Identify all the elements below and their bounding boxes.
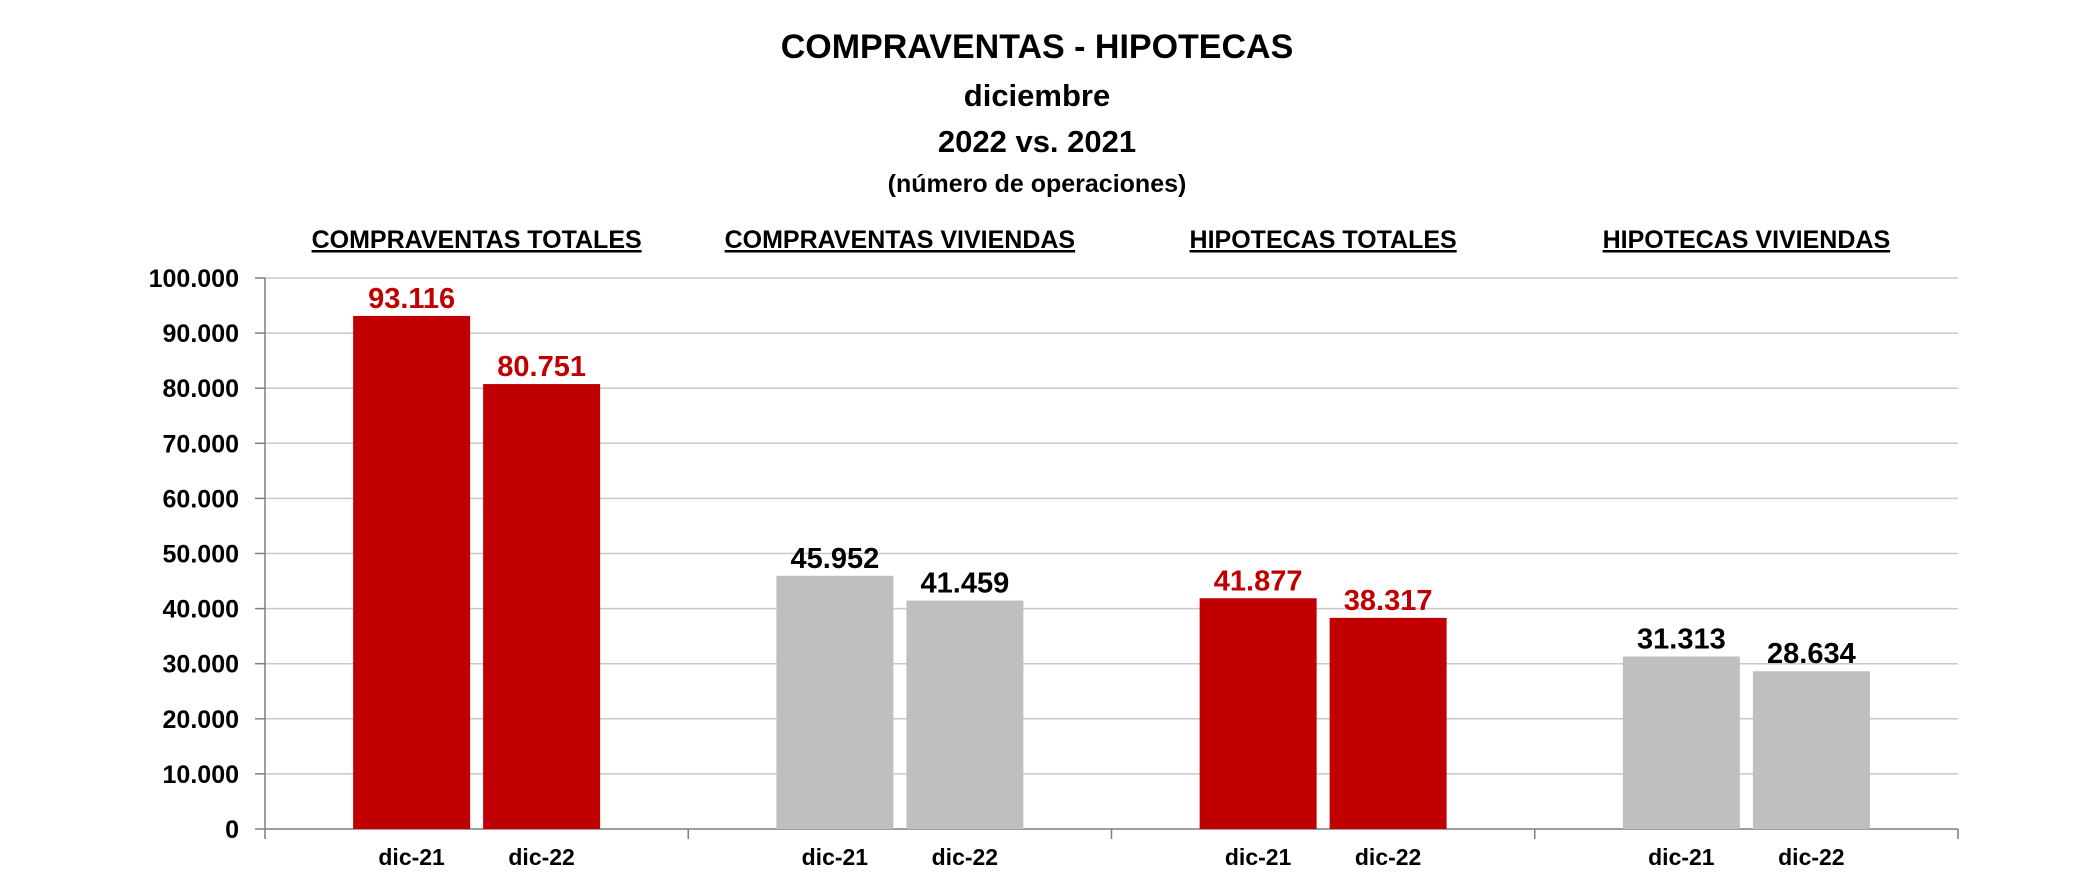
- y-tick-label: 30.000: [163, 651, 239, 679]
- x-tick-label: dic-21: [802, 844, 869, 870]
- y-axis: 0 10.000 20.000 30.000 40.000 50.000 60.000 70.…: [149, 265, 266, 844]
- y-tick-label: 90.000: [163, 320, 239, 348]
- chart-subtitle-month: diciembre: [963, 78, 1111, 113]
- x-tick-label: dic-22: [1778, 844, 1844, 870]
- group-label: COMPRAVENTAS TOTALES: [312, 226, 642, 254]
- y-tick-label: 40.000: [163, 596, 239, 624]
- bar: [483, 384, 601, 829]
- bar: [776, 575, 894, 829]
- chart-subtitle-units: (número de operaciones): [887, 170, 1187, 198]
- y-tick-label: 60.000: [163, 485, 239, 513]
- x-tick-label: dic-22: [508, 844, 574, 870]
- bar: [353, 315, 471, 829]
- bar: [1752, 671, 1870, 829]
- data-labels: 93.116 80.751 45.952 41.459 41.877 38.317 31.3…: [368, 283, 1856, 670]
- data-label: 41.459: [921, 568, 1010, 600]
- x-tick-label: dic-22: [932, 844, 998, 870]
- data-label: 80.751: [497, 351, 586, 383]
- y-tick-label: 20.000: [163, 706, 239, 734]
- data-label: 41.877: [1214, 565, 1303, 597]
- y-tick-label: 80.000: [163, 375, 239, 403]
- data-label: 38.317: [1344, 585, 1433, 617]
- chart-subtitle-years: 2022 vs. 2021: [937, 124, 1137, 159]
- x-tick-label: dic-21: [378, 844, 445, 870]
- y-tick-label: 100.000: [149, 265, 239, 293]
- data-label: 31.313: [1637, 623, 1726, 655]
- y-tick-label: 70.000: [163, 430, 239, 458]
- x-tick-label: dic-21: [1225, 844, 1292, 870]
- x-axis: dic-21 dic-22 dic-21 dic-22 dic-21 dic-22 dic-…: [264, 828, 1959, 870]
- y-tick-label: 50.000: [163, 541, 239, 569]
- group-label: HIPOTECAS TOTALES: [1190, 226, 1457, 254]
- bar: [1622, 656, 1740, 829]
- group-labels: COMPRAVENTAS TOTALES COMPRAVENTAS VIVIEND…: [312, 226, 1891, 254]
- chart-title: COMPRAVENTAS - HIPOTECAS: [780, 28, 1294, 66]
- group-label: HIPOTECAS VIVIENDAS: [1603, 226, 1891, 254]
- data-label: 93.116: [368, 283, 455, 315]
- data-label: 45.952: [791, 543, 880, 575]
- bars: [353, 315, 1870, 829]
- y-tick-label: 0: [225, 816, 239, 844]
- x-tick-label: dic-22: [1355, 844, 1421, 870]
- bar: [906, 600, 1024, 829]
- x-tick-label: dic-21: [1648, 844, 1715, 870]
- bar: [1199, 598, 1317, 829]
- y-tick-label: 10.000: [163, 761, 239, 789]
- group-label: COMPRAVENTAS VIVIENDAS: [725, 226, 1076, 254]
- bar: [1329, 617, 1447, 829]
- data-label: 28.634: [1767, 638, 1856, 670]
